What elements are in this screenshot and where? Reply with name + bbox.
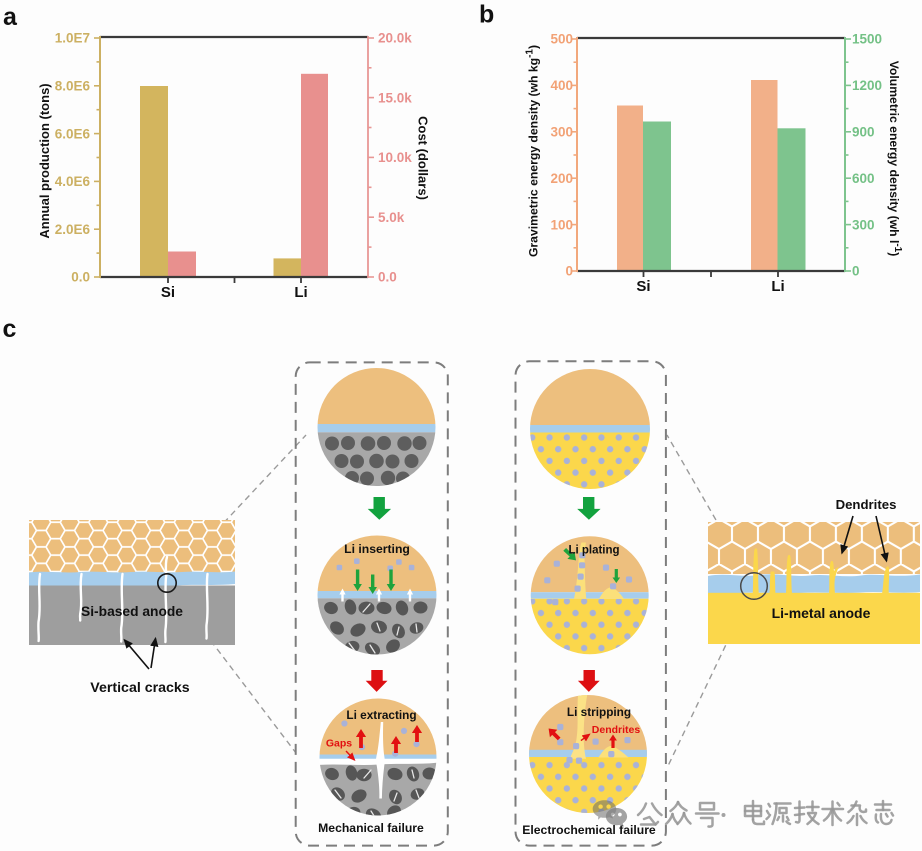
svg-text:Annual production (tons): Annual production (tons) [37, 83, 52, 238]
svg-text:Li: Li [294, 284, 307, 301]
svg-text:Gravimetric energy density (wh: Gravimetric energy density (wh kg-1) [525, 45, 541, 257]
svg-text:20.0k: 20.0k [378, 31, 412, 46]
svg-text:Cost (dollars): Cost (dollars) [416, 116, 431, 200]
svg-text:Electrochemical failure: Electrochemical failure [522, 823, 656, 837]
svg-text:0.0: 0.0 [71, 270, 90, 285]
svg-text:15.0k: 15.0k [378, 90, 412, 105]
svg-text:5.0k: 5.0k [378, 210, 405, 225]
svg-text:b: b [479, 1, 494, 29]
svg-text:Si-based anode: Si-based anode [81, 604, 183, 619]
svg-text:Li plating: Li plating [568, 545, 619, 557]
svg-text:300: 300 [550, 125, 573, 140]
svg-text:6.0E6: 6.0E6 [55, 126, 91, 141]
svg-text:500: 500 [550, 32, 573, 47]
svg-text:Gaps: Gaps [326, 738, 352, 750]
svg-text:Li stripping: Li stripping [567, 705, 631, 719]
svg-text:Mechanical failure: Mechanical failure [318, 821, 424, 835]
svg-text:Dendrites: Dendrites [836, 497, 897, 512]
svg-text:8.0E6: 8.0E6 [55, 79, 91, 94]
svg-text:c: c [3, 315, 17, 343]
svg-text:1200: 1200 [852, 78, 882, 93]
svg-text:Li: Li [771, 278, 784, 295]
svg-text:Si: Si [636, 278, 650, 295]
svg-text:0.0: 0.0 [378, 270, 397, 285]
svg-text:a: a [3, 3, 18, 31]
svg-text:2.0E6: 2.0E6 [55, 222, 91, 237]
svg-text:400: 400 [550, 78, 573, 93]
svg-text:600: 600 [852, 171, 875, 186]
svg-text:1500: 1500 [852, 32, 882, 47]
svg-text:Si: Si [161, 284, 175, 301]
svg-text:900: 900 [852, 125, 875, 140]
svg-text:300: 300 [852, 217, 875, 232]
svg-text:Li-metal anode: Li-metal anode [772, 605, 871, 621]
svg-text:Li inserting: Li inserting [344, 542, 410, 556]
svg-text:1.0E7: 1.0E7 [55, 31, 90, 46]
svg-text:Vertical cracks: Vertical cracks [90, 680, 190, 696]
svg-text:200: 200 [550, 171, 573, 186]
svg-text:Volumetric energy density (wh: Volumetric energy density (wh l-1) [887, 61, 903, 257]
svg-text:0: 0 [565, 264, 573, 279]
svg-text:10.0k: 10.0k [378, 150, 412, 165]
svg-text:0: 0 [852, 264, 860, 279]
svg-text:4.0E6: 4.0E6 [55, 174, 91, 189]
svg-text:Dendrites: Dendrites [592, 724, 641, 736]
svg-text:Li extracting: Li extracting [346, 708, 416, 722]
svg-text:100: 100 [550, 217, 573, 232]
